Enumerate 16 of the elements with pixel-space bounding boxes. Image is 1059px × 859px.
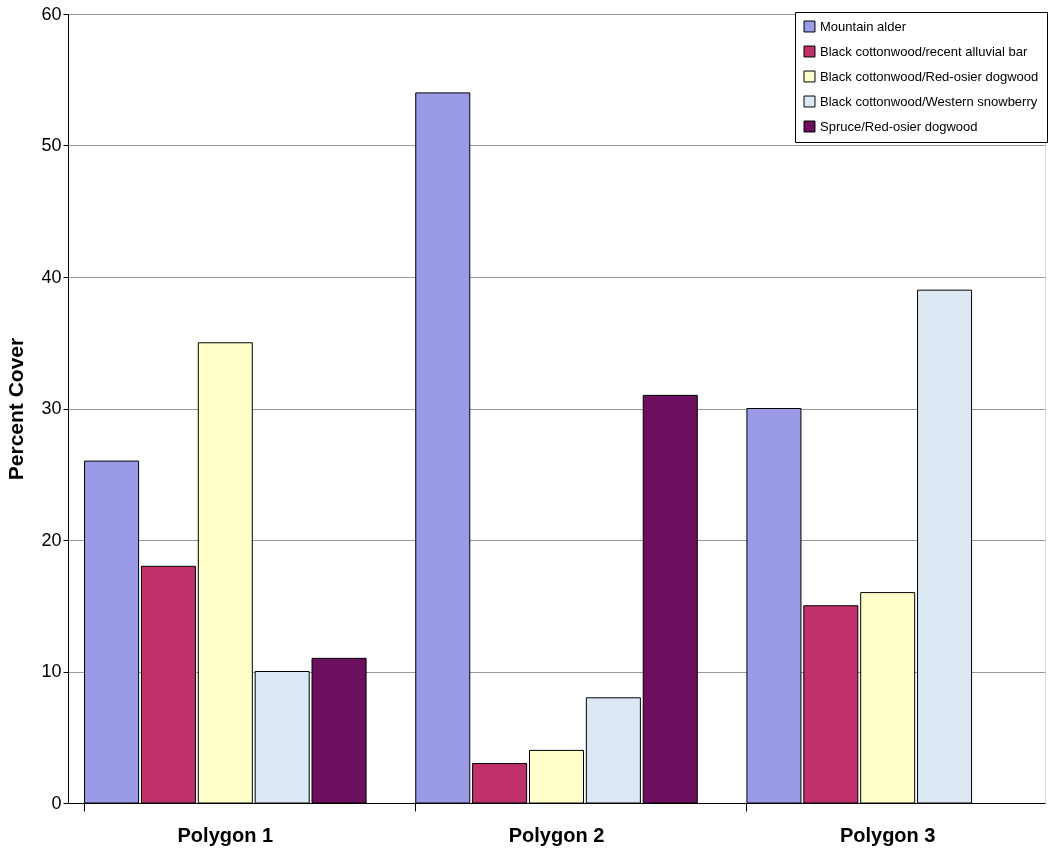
y-tick-label: 40 <box>41 266 62 287</box>
x-tick-label: Polygon 3 <box>839 823 936 846</box>
y-tick-label: 50 <box>41 135 62 155</box>
y-tick-label: 0 <box>51 792 62 813</box>
x-tick-label: Polygon 1 <box>177 823 274 846</box>
legend-label: Mountain alder <box>820 18 907 34</box>
legend-label: Black cottonwood/Red-osier dogwood <box>820 68 1039 84</box>
y-axis-title: Percent Cover <box>4 337 28 481</box>
legend-label: Black cottonwood/Western snowberry <box>820 93 1038 109</box>
x-tick-label: Polygon 2 <box>508 823 605 846</box>
legend-label: Spruce/Red-osier dogwood <box>820 118 978 134</box>
y-tick-label: 20 <box>41 529 62 550</box>
y-tick-label: 60 <box>41 3 62 24</box>
y-tick-label: 30 <box>41 398 62 418</box>
legend-label: Black cottonwood/recent alluvial bar <box>820 43 1029 59</box>
y-tick-label: 10 <box>41 661 62 681</box>
